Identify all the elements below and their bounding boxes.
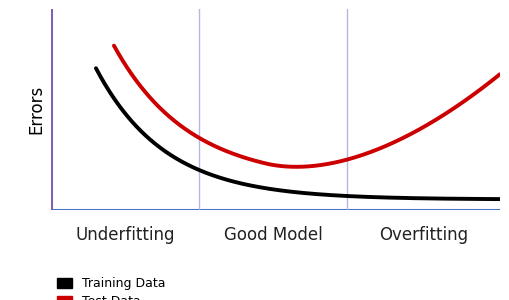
Legend: Training Data, Test Data: Training Data, Test Data: [57, 277, 165, 300]
Text: Good Model: Good Model: [223, 226, 322, 244]
Text: Overfitting: Overfitting: [378, 226, 467, 244]
Text: Underfitting: Underfitting: [75, 226, 175, 244]
Y-axis label: Errors: Errors: [27, 85, 45, 134]
